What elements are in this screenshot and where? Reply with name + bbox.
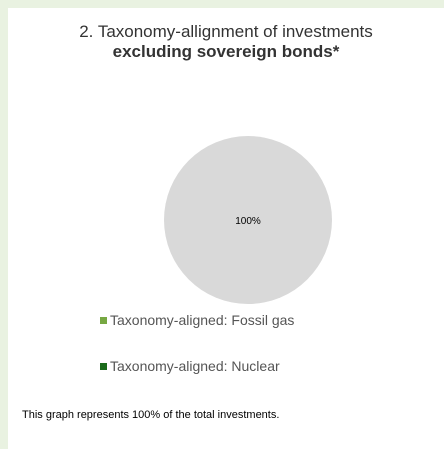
chart-title-line2: excluding sovereign bonds* (112, 42, 340, 61)
legend-label-nuclear: Taxonomy-aligned: Nuclear (110, 358, 280, 374)
pie-slice-0 (164, 136, 332, 304)
chart-title: 2. Taxonomy-allignment of investments ex… (8, 22, 444, 62)
legend-label-fossil-gas: Taxonomy-aligned: Fossil gas (110, 312, 295, 328)
legend-item-nuclear: Taxonomy-aligned: Nuclear (100, 358, 280, 374)
pie-slice-label-0: 100% (235, 216, 261, 227)
legend-swatch-nuclear (100, 362, 107, 370)
legend-item-fossil-gas: Taxonomy-aligned: Fossil gas (100, 312, 294, 328)
chart-title-line1: 2. Taxonomy-allignment of investments (79, 22, 373, 41)
chart-panel: 2. Taxonomy-allignment of investments ex… (8, 8, 444, 449)
pie-chart: 100% (164, 136, 332, 304)
legend-swatch-fossil-gas (100, 316, 107, 324)
footnote: This graph represents 100% of the total … (22, 409, 280, 421)
